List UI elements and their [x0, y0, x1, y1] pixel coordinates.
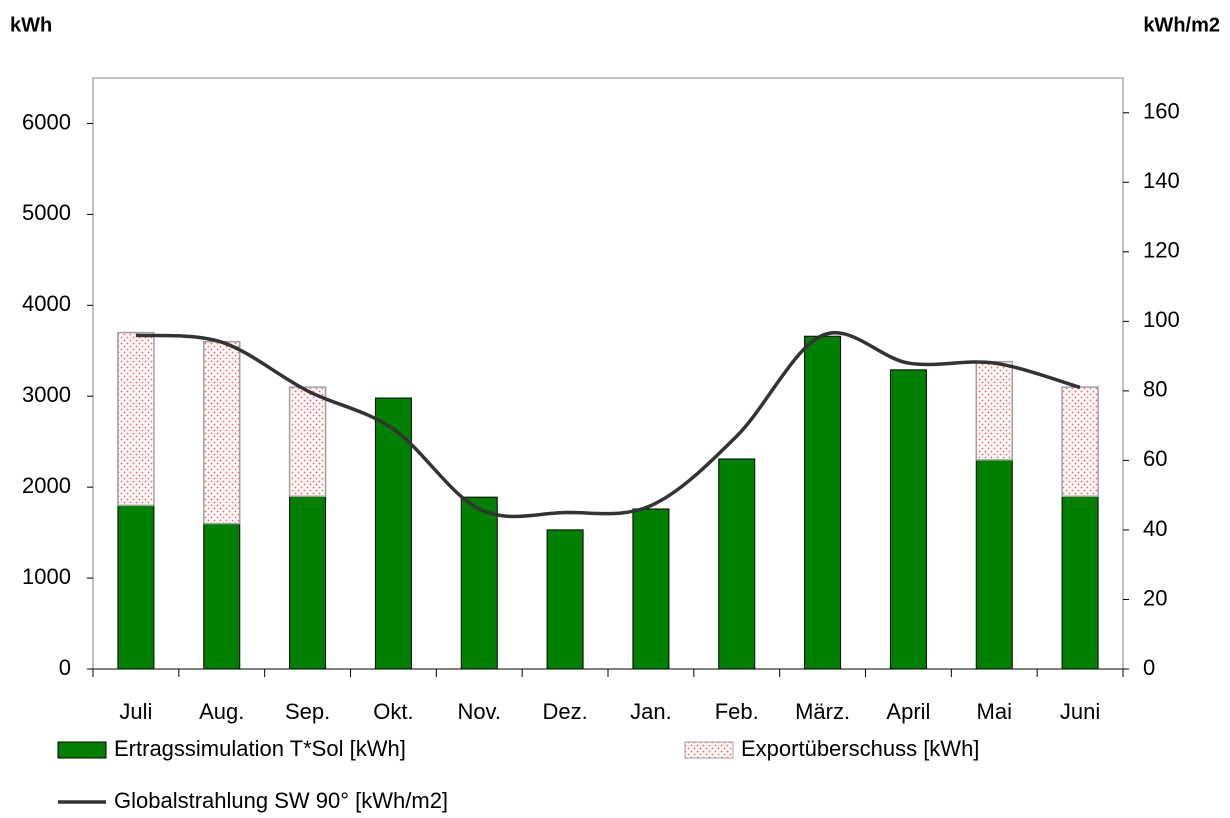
legend-label: Ertragssimulation T*Sol [kWh] [114, 736, 406, 761]
bar [975, 459, 1013, 670]
bar [975, 360, 1013, 461]
x-tick-label: Nov. [457, 699, 501, 724]
x-tick-label: Juli [119, 699, 152, 724]
y2-tick-label: 0 [1143, 655, 1155, 680]
bar [718, 458, 756, 670]
y2-axis-label: kWh/m2 [1143, 14, 1220, 36]
bar [289, 495, 327, 670]
y2-tick-label: 120 [1143, 238, 1180, 263]
bar [288, 386, 327, 497]
bar [804, 335, 842, 670]
y-tick-label: 4000 [22, 291, 71, 316]
x-tick-label: Dez. [542, 699, 587, 724]
bar [117, 331, 155, 507]
y2-tick-label: 80 [1143, 377, 1167, 402]
y2-tick-label: 60 [1143, 446, 1167, 471]
x-tick-label: Feb. [715, 699, 759, 724]
y-tick-label: 0 [59, 655, 71, 680]
x-tick-label: Aug. [199, 699, 244, 724]
x-tick-label: Mai [977, 699, 1012, 724]
bar [889, 369, 927, 670]
bar [460, 496, 498, 670]
plot-area [92, 77, 1124, 670]
y2-tick-label: 40 [1143, 516, 1167, 541]
y-tick-label: 5000 [22, 200, 71, 225]
x-tick-label: März. [795, 699, 850, 724]
bar [632, 508, 670, 670]
y-tick-label: 2000 [22, 473, 71, 498]
bar [203, 523, 241, 670]
bar [1061, 495, 1099, 670]
y2-tick-label: 160 [1143, 99, 1180, 124]
y2-tick-label: 100 [1143, 307, 1180, 332]
legend-label: Exportüberschuss [kWh] [741, 736, 979, 761]
x-tick-label: Okt. [373, 699, 413, 724]
bar [546, 529, 584, 670]
legend-swatch [57, 741, 107, 759]
x-tick-label: Juni [1060, 699, 1100, 724]
bar [117, 504, 155, 670]
y2-tick-label: 140 [1143, 168, 1180, 193]
bar [374, 397, 412, 670]
y-tick-label: 3000 [22, 382, 71, 407]
line [135, 331, 1081, 519]
y-tick-label: 6000 [22, 109, 71, 134]
bar [1061, 386, 1099, 497]
x-tick-label: April [886, 699, 930, 724]
bar [203, 340, 241, 525]
legend-label: Globalstrahlung SW 90° [kWh/m2] [114, 788, 448, 813]
y2-tick-label: 20 [1143, 585, 1167, 610]
y-axis-label: kWh [10, 14, 52, 36]
x-tick-label: Jan. [630, 699, 672, 724]
legend-swatch [684, 741, 734, 759]
y-tick-label: 1000 [22, 564, 71, 589]
x-tick-label: Sep. [285, 699, 330, 724]
